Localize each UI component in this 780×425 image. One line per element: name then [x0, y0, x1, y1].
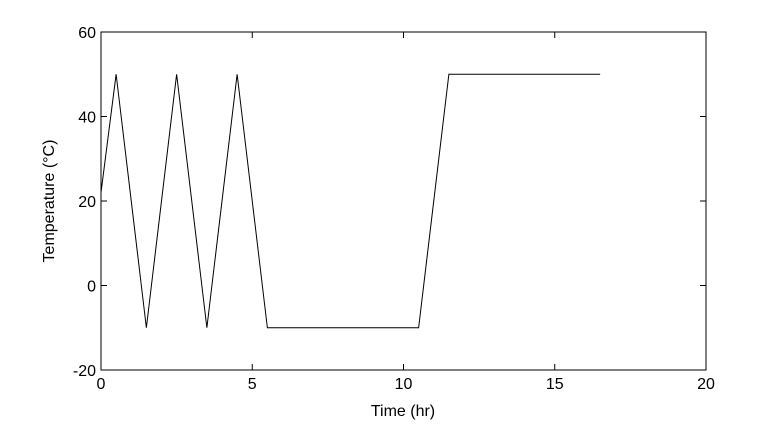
x-tick-label: 0 [97, 376, 106, 393]
y-tick-label: -20 [73, 363, 96, 380]
y-tick-label: 40 [78, 110, 96, 127]
y-tick-label: 60 [78, 25, 96, 42]
y-tick-label: 20 [78, 194, 96, 211]
x-tick-label: 10 [395, 376, 413, 393]
y-axis-label: Temperature (°C) [41, 140, 58, 263]
plot-area [100, 31, 707, 371]
x-tick-label: 15 [546, 376, 564, 393]
x-tick-label: 5 [248, 376, 257, 393]
x-axis-label: Time (hr) [371, 403, 435, 420]
y-tick-label: 0 [87, 279, 96, 296]
line [100, 73, 601, 329]
x-tick-label: 20 [697, 376, 715, 393]
